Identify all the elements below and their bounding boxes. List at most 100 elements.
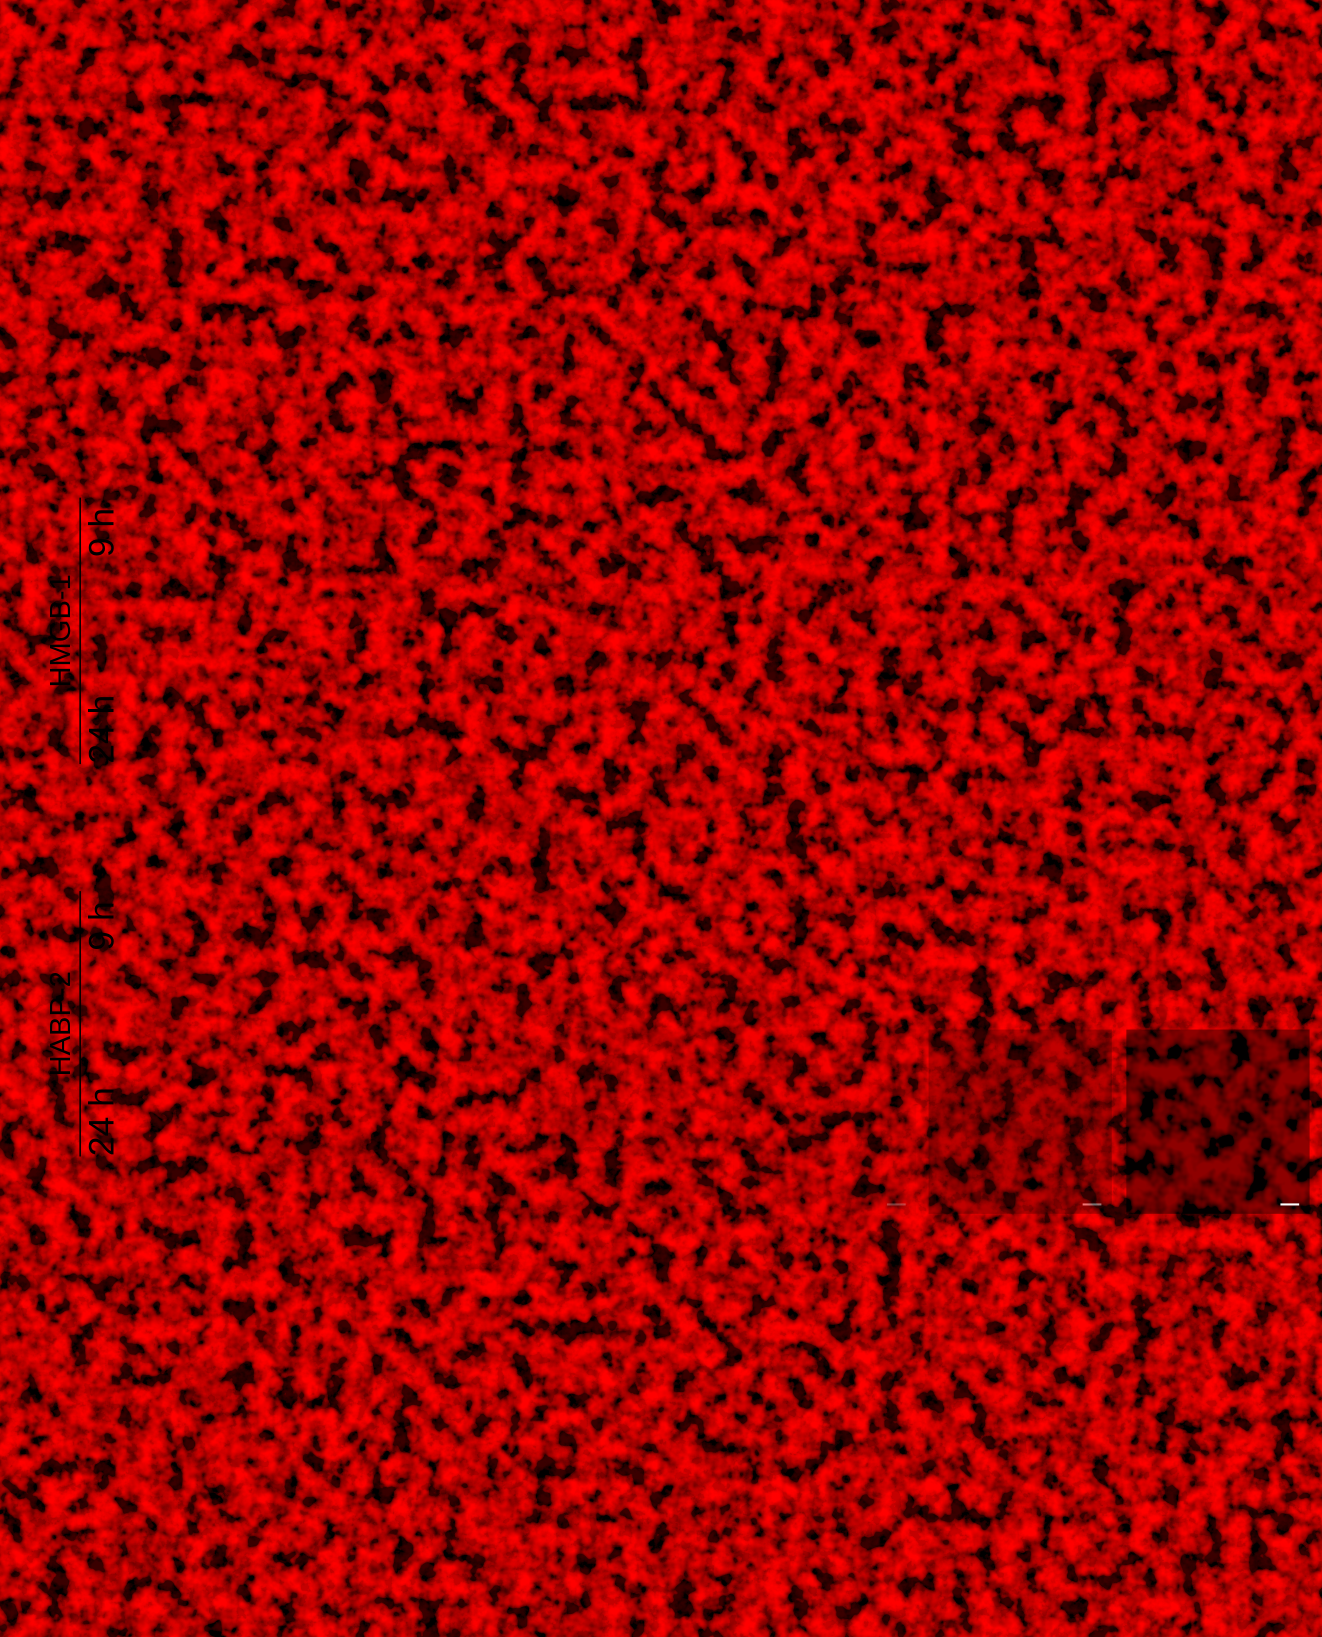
significance-mark: ####	[962, 1465, 988, 1477]
bar	[932, 1421, 957, 1595]
bar	[300, 209, 324, 306]
x-tick-label: 4 h	[317, 319, 340, 336]
bar	[714, 262, 739, 305]
bar	[779, 244, 803, 305]
comparison-label: ****	[766, 1338, 792, 1357]
bar	[427, 216, 451, 306]
bar	[781, 1398, 806, 1595]
scale-bar	[886, 1203, 906, 1206]
y-tick-label: 1.5	[43, 157, 65, 174]
y-tick-label: 4000	[83, 1463, 118, 1480]
time-label: 9 h	[82, 508, 121, 557]
chart-title: HABP-2	[614, 36, 675, 55]
significance-mark: ####	[992, 1443, 1018, 1455]
bar	[962, 1491, 988, 1595]
y-tick-label: 2.0	[43, 111, 65, 128]
x-tick-label: 24 h	[388, 1607, 419, 1624]
bar	[991, 257, 1016, 305]
bar	[1024, 249, 1048, 305]
bar	[349, 1556, 374, 1594]
comparison-label: ****	[947, 1363, 973, 1382]
legend-label: E. coli	[1195, 222, 1243, 242]
bar	[364, 117, 389, 306]
scale-bar	[683, 1007, 703, 1010]
bar	[992, 1472, 1018, 1595]
row-label: HABP-2	[45, 971, 77, 1076]
significance-mark: ####	[781, 1370, 807, 1382]
bar	[433, 1450, 459, 1594]
micrograph-signal	[928, 440, 1112, 625]
bar	[690, 1533, 716, 1595]
scale-bar	[1082, 1203, 1102, 1206]
row-label: HMGB-1	[45, 574, 77, 687]
comparison-label: ****	[917, 168, 943, 187]
y-tick-label: 5000	[599, 1342, 634, 1359]
bar	[491, 142, 516, 306]
x-tick-label: 6 h	[1041, 318, 1064, 335]
micrograph-signal	[529, 637, 714, 822]
micrograph-signal	[1126, 440, 1310, 625]
scale-bar	[289, 614, 309, 617]
significance-mark: ####	[230, 1455, 256, 1467]
y-axis-label: Arithmetic mean intensity (a.u.)	[578, 1356, 595, 1588]
micrograph-signal	[928, 833, 1112, 1019]
scale-bar	[1280, 1007, 1300, 1010]
legend-label: PGD₂ (4×10⁻⁹)	[1119, 1435, 1238, 1455]
legend-swatch	[1081, 1403, 1107, 1420]
bar	[841, 1525, 867, 1595]
bar	[405, 1366, 431, 1594]
y-tick-label: 0.5	[43, 250, 65, 267]
comparison-label: ****	[258, 1341, 284, 1360]
legend-swatch	[1157, 225, 1183, 242]
significance-mark: ####	[1056, 220, 1082, 232]
bar	[902, 1527, 927, 1595]
comparison-label: ****	[781, 1315, 807, 1334]
significance-mark: ####	[1088, 109, 1114, 121]
bar	[660, 1529, 686, 1595]
y-tick-label: 1.0	[43, 204, 65, 221]
y-tick-label: 4	[633, 107, 642, 124]
y-tick-label: 1	[633, 248, 642, 265]
legend-swatch	[1081, 1473, 1107, 1490]
bar	[204, 183, 229, 306]
bar	[146, 1553, 171, 1594]
panel-label: A	[8, 6, 29, 41]
y-tick-label: 0	[633, 295, 642, 312]
micrograph-signal	[135, 637, 319, 822]
bar	[721, 1530, 746, 1595]
scale-bar	[683, 614, 703, 617]
bar	[377, 1548, 403, 1594]
bar	[934, 217, 958, 305]
bar	[872, 1523, 897, 1595]
micrograph-signal	[732, 637, 917, 822]
scale-bar	[289, 1203, 309, 1206]
significance-mark: ####	[287, 1418, 313, 1430]
time-label: 9 h	[82, 901, 121, 950]
legend-label: Control	[1119, 1366, 1176, 1386]
bar	[1088, 135, 1113, 305]
comparison-label: **	[768, 196, 781, 215]
micrograph-signal	[732, 1029, 917, 1214]
figure-body: 0.0 0.5 1.0 1.5 2.0 2.5 A HMGB-1 Relative gene e…	[8, 6, 1310, 1625]
scale-bar	[487, 810, 506, 814]
legend-label: PGD₂ (4×10⁻⁹)+E. coli	[1119, 1539, 1296, 1559]
y-tick-label: 4000	[599, 1391, 634, 1408]
micrograph-signal	[135, 1029, 319, 1214]
legend-swatch	[1081, 1369, 1107, 1386]
scale-bar	[487, 1203, 506, 1206]
legend-swatch	[1157, 156, 1183, 173]
y-tick-label: 0.0	[43, 296, 65, 313]
comparison-label: **	[513, 44, 526, 63]
column-header: PGD₂ (1×10⁻⁵)	[933, 399, 1107, 429]
column-header: Control	[185, 399, 269, 429]
micrograph-signal	[333, 637, 517, 822]
scale-bar	[1280, 1203, 1300, 1206]
bar	[267, 211, 292, 306]
chart-title: HMGB-1	[36, 36, 101, 55]
scale-bar	[886, 1007, 906, 1010]
chart-title: HMGB-1	[73, 1315, 138, 1334]
scale-bar	[487, 614, 506, 617]
bar	[230, 1478, 256, 1594]
y-tick-label: 0	[109, 1584, 118, 1601]
